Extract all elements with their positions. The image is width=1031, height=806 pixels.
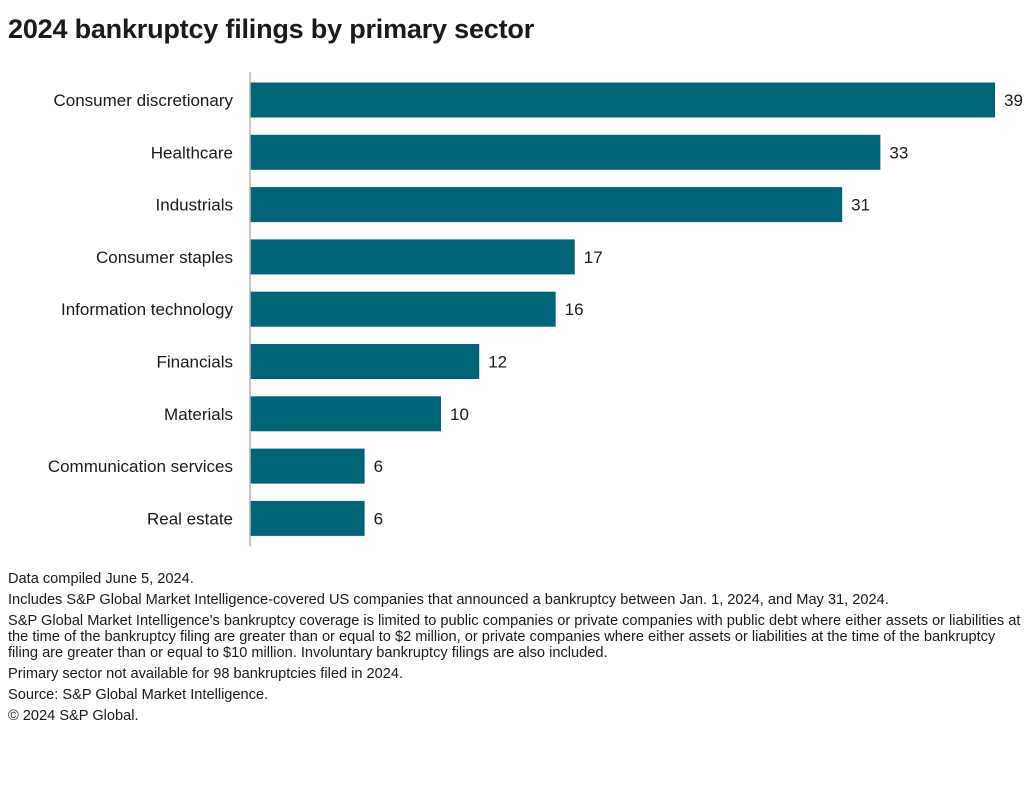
- category-label-real-estate: Real estate: [147, 509, 233, 528]
- value-label-consumer-staples: 17: [584, 248, 603, 267]
- value-label-real-estate: 6: [374, 509, 383, 528]
- value-label-materials: 10: [450, 405, 469, 424]
- bar-real-estate: [250, 500, 365, 536]
- value-label-consumer-discretionary: 39: [1004, 91, 1023, 110]
- bar-healthcare: [250, 134, 881, 170]
- note-data-compiled: Data compiled June 5, 2024.: [8, 571, 194, 587]
- note-coverage-criteria: S&P Global Market Intelligence's bankrup…: [8, 613, 1021, 661]
- value-label-financials: 12: [488, 353, 507, 372]
- bar-consumer-staples: [250, 239, 575, 275]
- category-label-financials: Financials: [156, 353, 233, 372]
- value-label-industrials: 31: [851, 196, 870, 215]
- value-label-communication-services: 6: [374, 457, 383, 476]
- bar-chart: Consumer discretionary 39 Healthcare 33 Indu…: [48, 72, 1023, 547]
- value-label-information-technology: 16: [565, 300, 584, 319]
- bar-information-technology: [250, 291, 556, 327]
- chart-title: 2024 bankruptcy filings by primary secto…: [8, 14, 534, 44]
- category-label-consumer-staples: Consumer staples: [96, 248, 233, 267]
- bar-materials: [250, 396, 442, 432]
- bar-industrials: [250, 187, 843, 223]
- bar-consumer-discretionary: [250, 82, 995, 118]
- category-label-materials: Materials: [164, 405, 233, 424]
- note-source: Source: S&P Global Market Intelligence.: [8, 687, 269, 703]
- category-label-industrials: Industrials: [156, 196, 233, 215]
- category-label-communication-services: Communication services: [48, 457, 233, 476]
- bar-communication-services: [250, 448, 365, 484]
- note-sector-unavailable: Primary sector not available for 98 bank…: [8, 666, 404, 682]
- note-copyright: © 2024 S&P Global.: [8, 708, 139, 724]
- bars-layer: Consumer discretionary 39 Healthcare 33 Indu…: [48, 82, 1023, 536]
- bar-financials: [250, 344, 480, 379]
- category-label-healthcare: Healthcare: [151, 143, 233, 162]
- value-label-healthcare: 33: [889, 143, 908, 162]
- note-coverage-period: Includes S&P Global Market Intelligence-…: [8, 592, 889, 608]
- chart-notes: Data compiled June 5, 2024. Includes S&P…: [8, 571, 1023, 729]
- category-label-consumer-discretionary: Consumer discretionary: [53, 91, 233, 110]
- category-label-information-technology: Information technology: [61, 300, 233, 319]
